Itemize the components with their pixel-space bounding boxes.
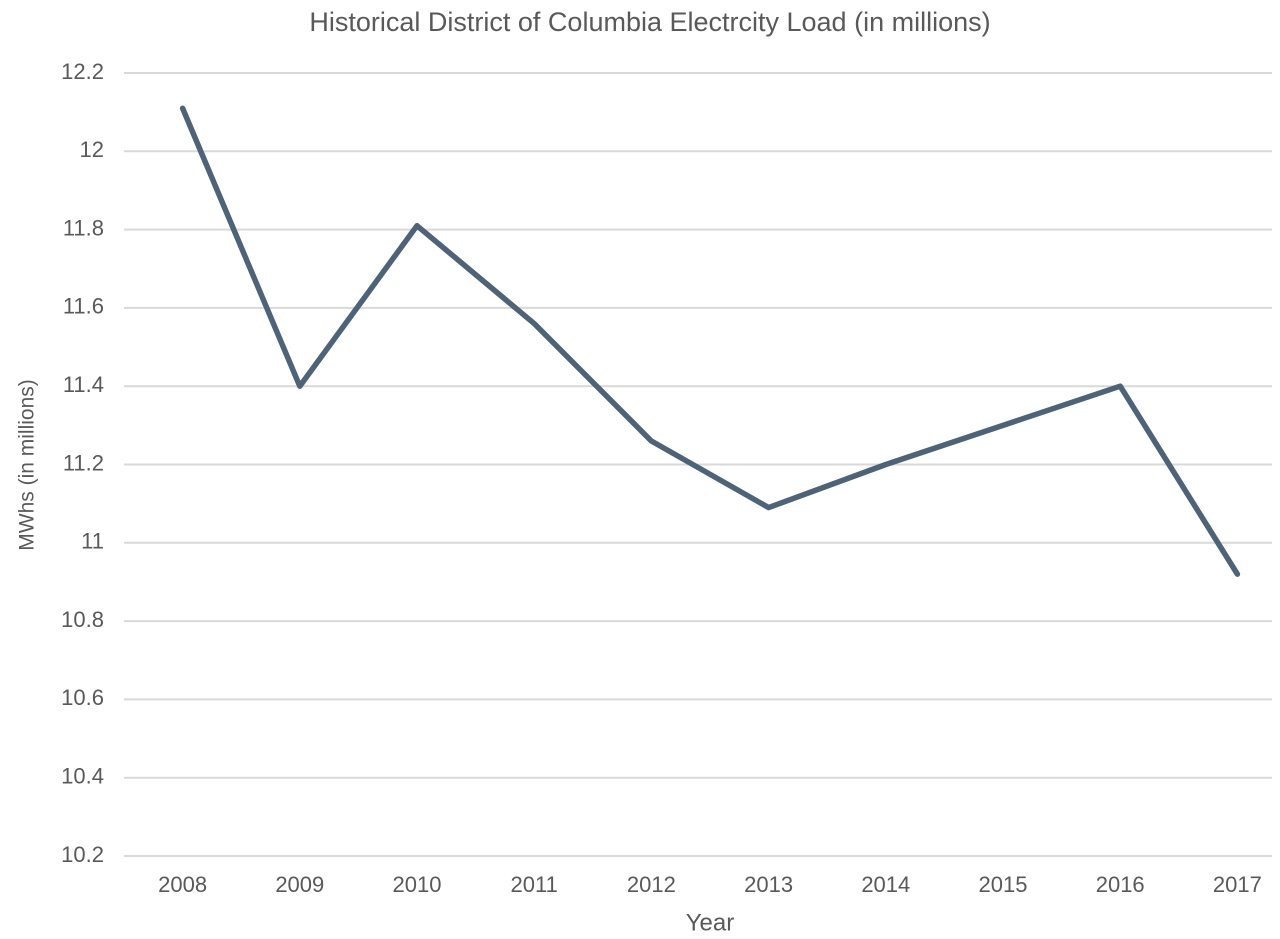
y-tick-label: 12.2	[61, 59, 104, 84]
y-tick-label: 11	[81, 529, 104, 554]
x-tick-label: 2017	[1213, 872, 1262, 897]
x-tick-label: 2015	[979, 872, 1028, 897]
y-tick-label: 12	[80, 137, 104, 162]
line	[179, 105, 1241, 577]
y-tick-label: 11.8	[63, 215, 104, 240]
x-tick-label: 2012	[627, 872, 676, 897]
x-tick-label: 2013	[744, 872, 793, 897]
chart-title: Historical District of Columbia Electrci…	[309, 7, 990, 37]
y-tick-label: 10.6	[61, 685, 104, 710]
x-tick-label: 2009	[275, 872, 324, 897]
x-tick-label: 2016	[1096, 872, 1145, 897]
y-tick-label: 10.2	[61, 842, 104, 867]
y-tick-label: 11.2	[63, 450, 104, 475]
y-axis-label: MWhs (in millions)	[16, 379, 39, 551]
x-axis-label: Year	[686, 909, 735, 936]
x-tick-label: 2008	[158, 872, 207, 897]
x-tick-label: 2011	[511, 872, 558, 897]
x-tick-label: 2010	[393, 872, 442, 897]
x-tick-label: 2014	[861, 872, 910, 897]
y-tick-label: 11.4	[63, 372, 104, 397]
y-tick-label: 11.6	[63, 294, 104, 319]
y-tick-label: 10.4	[61, 764, 104, 789]
y-tick-label: 10.8	[61, 607, 104, 632]
